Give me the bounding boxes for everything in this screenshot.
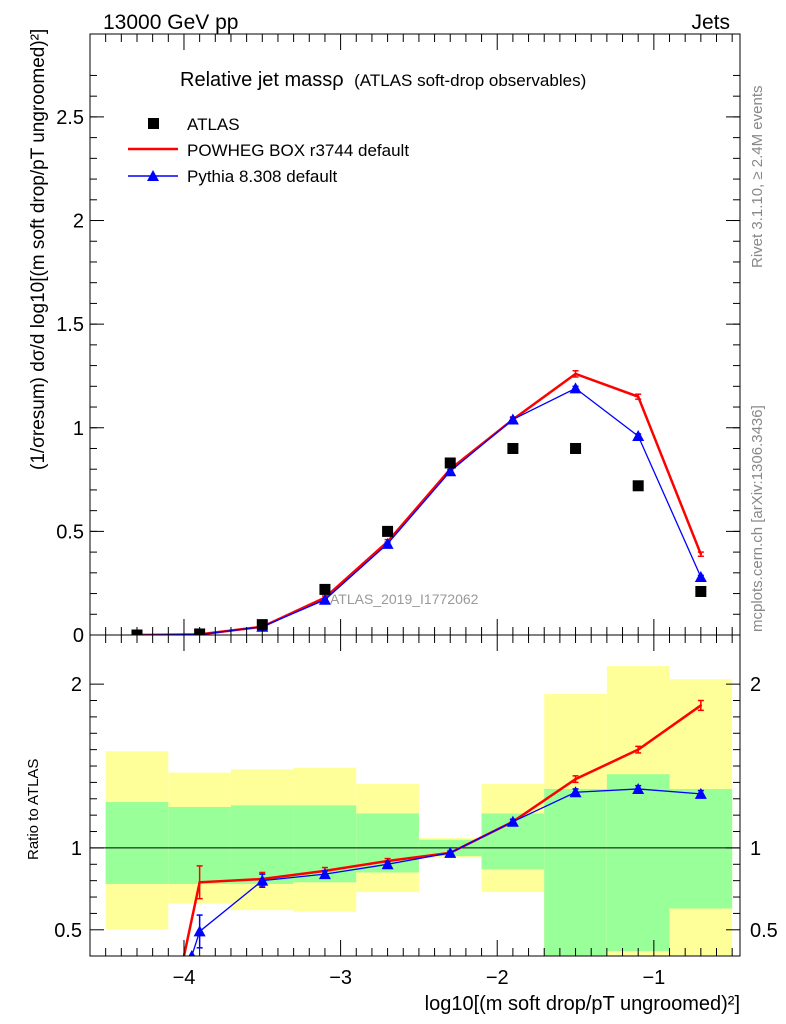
main-ytick-label: 1.5 xyxy=(56,314,84,336)
xtick-label: −2 xyxy=(486,967,509,989)
pythia-point xyxy=(381,537,394,549)
atlas-point xyxy=(507,442,519,454)
chart-title: Relative jet massρ (ATLAS soft-drop obse… xyxy=(180,69,586,91)
ratio-pythia-point xyxy=(193,925,206,937)
ratio-ytick-label-right: 1 xyxy=(750,838,761,860)
header-left: 13000 GeV pp xyxy=(103,11,238,34)
ratio-ytick-label-left: 2 xyxy=(71,674,82,696)
ratio-ytick-label-left: 0.5 xyxy=(54,920,82,942)
ratio-clip-group xyxy=(90,666,740,956)
rivet-label: Rivet 3.1.10, ≥ 2.4M events xyxy=(749,86,766,269)
legend-powheg-label: POWHEG BOX r3744 default xyxy=(187,141,409,160)
xtick-label: −3 xyxy=(329,967,352,989)
ratio-pythia-point xyxy=(318,868,331,880)
xtick-label: −1 xyxy=(642,967,665,989)
ratio-pythia-point xyxy=(506,815,519,827)
powheg-point xyxy=(574,372,577,376)
legend: ATLAS POWHEG BOX r3744 default Pythia 8.… xyxy=(128,115,409,186)
atlas-point xyxy=(256,619,268,631)
main-ytick-label: 0.5 xyxy=(56,521,84,543)
main-ytick-label: 0 xyxy=(73,625,84,647)
axis-ticks: 0 0.5 1 1.5 2 2.5 0.5 0.5 1 1 2 2 −4 −3 −2 −1 xyxy=(54,34,778,989)
pythia-point xyxy=(569,382,582,394)
ratio-powheg-point xyxy=(574,777,577,781)
ratio-pythia-point xyxy=(444,846,457,858)
atlas-point xyxy=(444,457,456,469)
xtick-label: −4 xyxy=(173,967,196,989)
atlas-point xyxy=(695,585,707,597)
powheg-point xyxy=(699,552,703,556)
ratio-powheg-point xyxy=(699,704,703,707)
ratio-panel xyxy=(90,666,740,956)
main-ytick-label: 2.5 xyxy=(56,107,84,129)
ratio-pythia-point xyxy=(188,950,196,956)
band-inner-bin xyxy=(105,802,169,884)
atlas-point xyxy=(382,525,394,537)
pythia-point xyxy=(506,413,519,425)
main-ytick-label: 1 xyxy=(73,418,84,440)
ratio-pythia-point xyxy=(632,782,645,794)
band-inner-bin xyxy=(669,788,733,909)
chart-title-main: Relative jet massρ xyxy=(180,69,344,91)
y-axis-label-ratio: Ratio to ATLAS xyxy=(25,759,42,860)
legend-pythia-label: Pythia 8.308 default xyxy=(187,167,338,186)
band-inner-bin xyxy=(606,774,670,952)
ratio-ytick-label-left: 1 xyxy=(71,838,82,860)
mcplots-label: mcplots.cern.ch [arXiv:1306.3436] xyxy=(749,405,766,632)
ratio-pythia-point xyxy=(569,786,582,798)
ratio-ytick-label-right: 2 xyxy=(750,674,761,696)
legend-atlas-marker xyxy=(148,118,159,129)
header-right: Jets xyxy=(691,11,730,34)
ratio-powheg-point xyxy=(198,881,201,884)
ratio-frame xyxy=(89,634,741,957)
pythia-point xyxy=(632,430,645,442)
pythia-point xyxy=(444,465,457,477)
powheg-point xyxy=(636,395,640,398)
atlas-point xyxy=(319,583,331,595)
main-ytick-label: 2 xyxy=(73,211,84,233)
chart-title-sub: (ATLAS soft-drop observables) xyxy=(354,71,586,90)
watermark: ATLAS_2019_I1772062 xyxy=(330,591,479,607)
band-inner-bin xyxy=(230,805,294,884)
atlas-point xyxy=(632,480,644,492)
band-inner-bin xyxy=(544,788,607,956)
ratio-powheg-point xyxy=(636,748,640,751)
pythia-point xyxy=(694,570,707,582)
ratio-powheg-line xyxy=(182,704,702,956)
legend-atlas-label: ATLAS xyxy=(187,115,240,134)
legend-pythia-marker xyxy=(147,170,159,181)
ratio-pythia-point xyxy=(694,787,707,799)
x-axis-label: log10[(m soft drop/pT ungroomed)²] xyxy=(425,993,740,1015)
pythia-point xyxy=(318,593,331,605)
ratio-pythia-point xyxy=(256,874,269,886)
y-axis-label-main: (1/σresum) dσ/d log10[(m soft drop/pT un… xyxy=(28,29,49,470)
atlas-point xyxy=(570,442,582,454)
ratio-pythia-line xyxy=(191,788,701,956)
ratio-ytick-label-right: 0.5 xyxy=(750,920,778,942)
ratio-pythia-point xyxy=(381,858,394,870)
